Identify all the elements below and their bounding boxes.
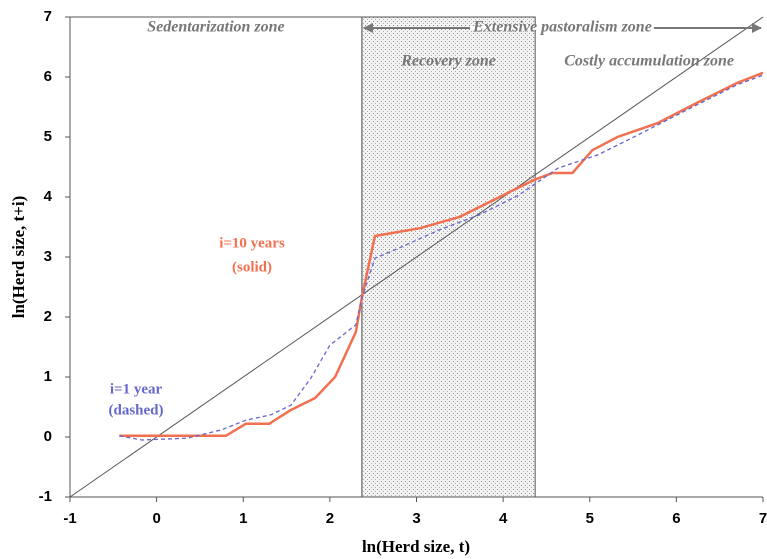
- annotation: (solid): [232, 259, 272, 275]
- y-tick-label: 2: [44, 308, 52, 325]
- x-tick-label: 5: [586, 510, 594, 527]
- data-line: [119, 74, 764, 441]
- annotation: i=10 years: [219, 235, 285, 251]
- zone-label: Costly accumulation zone: [564, 53, 734, 70]
- zone-label: Recovery zone: [400, 53, 496, 70]
- x-tick-label: -1: [63, 510, 76, 527]
- annotation: i=1 year: [110, 381, 163, 397]
- x-tick-label: 2: [326, 510, 334, 527]
- x-axis-label: ln(Herd size, t): [362, 537, 470, 556]
- x-tick-label: 1: [239, 510, 247, 527]
- x-tick-label: 3: [412, 510, 420, 527]
- data-line: [69, 16, 764, 498]
- y-tick-label: 7: [44, 8, 52, 25]
- x-tick-label: 4: [499, 510, 508, 527]
- y-tick-label: 0: [44, 428, 52, 445]
- label-background: [470, 26, 654, 30]
- x-tick-label: 6: [672, 510, 680, 527]
- y-tick-label: 6: [44, 68, 52, 85]
- y-axis-label: ln(Herd size, t+i): [9, 196, 28, 319]
- y-tick-label: 5: [44, 128, 52, 145]
- y-tick-label: 4: [44, 188, 53, 205]
- annotation: (dashed): [108, 402, 163, 418]
- plot-area: -1 0 1 2 3 4 5 6 7 -1 0 1 2 3 4 5 6 7 Sedentarization zone…: [39, 8, 767, 527]
- y-tick-label: 1: [44, 368, 52, 385]
- x-tick-label: 0: [152, 510, 160, 527]
- y-tick-label: -1: [39, 488, 52, 505]
- x-tick-label: 7: [759, 510, 767, 527]
- zone-label: Extensive pastoralism zone: [472, 19, 652, 36]
- zone-area: [361, 16, 536, 498]
- y-tick-label: 3: [44, 248, 52, 265]
- data-line: [119, 71, 764, 438]
- zone-label: Sedentarization zone: [147, 19, 284, 36]
